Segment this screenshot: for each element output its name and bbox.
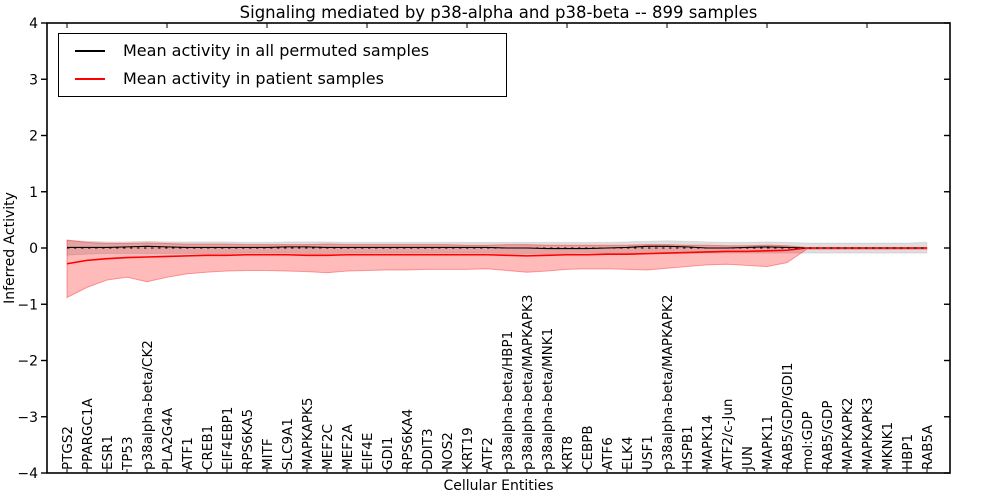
x-tick-label: HBP1 (900, 434, 916, 470)
y-tick-label: −3 (17, 410, 38, 426)
x-tick-label: KRT19 (460, 427, 476, 470)
x-tick-label: p38alpha-beta/MAPKAPK2 (660, 295, 676, 471)
permuted-mean-line (67, 245, 927, 250)
x-tick-label: USF1 (640, 435, 656, 470)
legend-label-patient: Mean activity in patient samples (123, 69, 384, 88)
x-tick-label: MEF2A (340, 423, 356, 470)
y-tick-label: 3 (29, 72, 38, 88)
x-tick-label: MAPKAPK3 (860, 398, 876, 470)
legend-item-permuted: Mean activity in all permuted samples (59, 37, 506, 65)
x-tick-label: PPARGC1A (80, 397, 96, 470)
legend-box: Mean activity in all permuted samples Me… (58, 33, 507, 97)
permuted-line-sample-icon (75, 50, 105, 52)
x-tick-label: MEF2C (320, 424, 336, 470)
x-tick-label: MAPKAPK5 (300, 398, 316, 470)
x-tick-label: HSPB1 (680, 425, 696, 470)
x-axis-title: Cellular Entities (443, 478, 554, 494)
x-tick-label: PTGS2 (60, 426, 76, 470)
y-tick-label: −2 (17, 354, 38, 370)
y-tick-label: −4 (17, 466, 38, 482)
chart-title: Signaling mediated by p38-alpha and p38-… (239, 3, 758, 22)
x-tick-label: MAPKAPK2 (840, 398, 856, 470)
x-tick-label: mol:GDP (800, 411, 816, 470)
x-tick-label: RPS6KA5 (240, 409, 256, 470)
x-tick-label: EIF4EBP1 (220, 407, 236, 470)
y-tick-label: 1 (29, 185, 38, 201)
x-tick-label: MITF (260, 438, 276, 470)
x-tick-label: RAB5/GDP/GDI1 (780, 363, 796, 470)
x-tick-label: RAB5A (920, 424, 936, 470)
y-axis-title: Inferred Activity (2, 192, 18, 304)
x-tick-label: CREB1 (200, 425, 216, 470)
x-tick-label: KRT8 (560, 436, 576, 470)
y-tick-label: −1 (17, 297, 38, 313)
x-tick-label: ATF2/c-Jun (720, 399, 736, 470)
x-tick-label: MKNK1 (880, 422, 896, 470)
x-tick-label: ATF6 (600, 437, 616, 470)
x-tick-label: MAPK11 (760, 415, 776, 470)
x-tick-label: MAPK14 (700, 415, 716, 470)
y-tick-label: 0 (29, 241, 38, 257)
x-tick-label: GDI1 (380, 437, 396, 470)
y-tick-label: 2 (29, 129, 38, 145)
x-tick-label: NOS2 (440, 432, 456, 470)
x-tick-label: ESR1 (100, 435, 116, 470)
x-tick-label: ELK4 (620, 437, 636, 471)
legend-item-patient: Mean activity in patient samples (59, 65, 506, 93)
patient-line-sample-icon (75, 78, 105, 80)
x-tick-label: TP53 (120, 436, 136, 471)
x-tick-label: EIF4E (360, 433, 376, 470)
x-tick-label: p38alpha-beta/MAPKAPK3 (520, 295, 536, 471)
y-tick-label: 4 (29, 16, 38, 32)
x-tick-label: PLA2G4A (160, 407, 176, 470)
patient-mean-line (66, 247, 927, 265)
legend-label-permuted: Mean activity in all permuted samples (123, 41, 430, 60)
x-tick-label: ATF2 (480, 437, 496, 470)
x-tick-label: DDIT3 (420, 428, 436, 470)
x-tick-label: SLC9A1 (280, 418, 296, 470)
x-tick-label: ATF1 (180, 437, 196, 470)
x-tick-label: p38alpha-beta/MNK1 (540, 328, 556, 470)
x-tick-label: p38alpha-beta/CK2 (140, 340, 156, 470)
x-tick-label: RAB5/GDP (820, 401, 836, 470)
x-tick-label: JUN (740, 446, 756, 471)
x-tick-label: RPS6KA4 (400, 409, 416, 470)
x-tick-label: CEBPB (580, 425, 596, 470)
x-tick-label: p38alpha-beta/HBP1 (500, 331, 516, 470)
